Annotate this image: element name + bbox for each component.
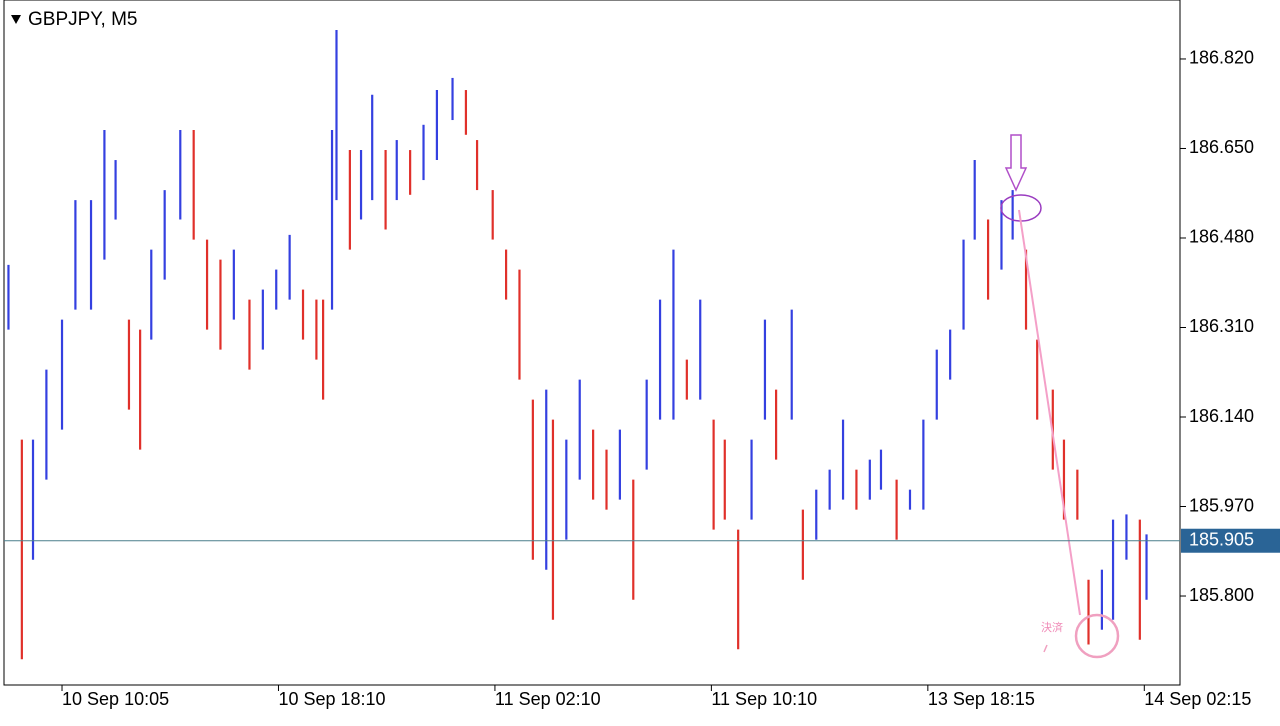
down-arrow [1004,134,1028,192]
y-tick-label: 186.480 [1189,227,1254,247]
y-tick-label: 186.140 [1189,406,1254,426]
dropdown-icon [11,15,21,24]
x-tick-label: 10 Sep 18:10 [278,689,385,709]
exit-circle [1074,613,1120,659]
annotations: 決済 [1000,134,1120,659]
x-tick-label: 14 Sep 02:15 [1144,689,1251,709]
current-price-box [1181,528,1280,553]
y-tick-label: 185.970 [1189,495,1254,515]
y-tick-label: 186.650 [1189,137,1254,157]
x-tick-label: 13 Sep 18:15 [928,689,1035,709]
marks [7,30,1148,660]
plot-frame [3,0,1181,686]
y-tick-label: 185.800 [1189,585,1254,605]
x-tick-label: 11 Sep 10:10 [711,689,817,709]
current-price-label: 185.905 [1189,529,1254,549]
trend-arrow [1018,209,1081,616]
y-tick-label: 186.820 [1189,48,1254,68]
y-tick-label: 186.310 [1189,316,1254,336]
pen-mark [1043,644,1048,653]
x-tick-label: 11 Sep 02:10 [495,689,601,709]
chart-title: GBPJPY, M5 [28,9,137,30]
annotation-text: 決済 [1041,620,1063,634]
x-tick-label: 10 Sep 10:05 [62,689,169,709]
